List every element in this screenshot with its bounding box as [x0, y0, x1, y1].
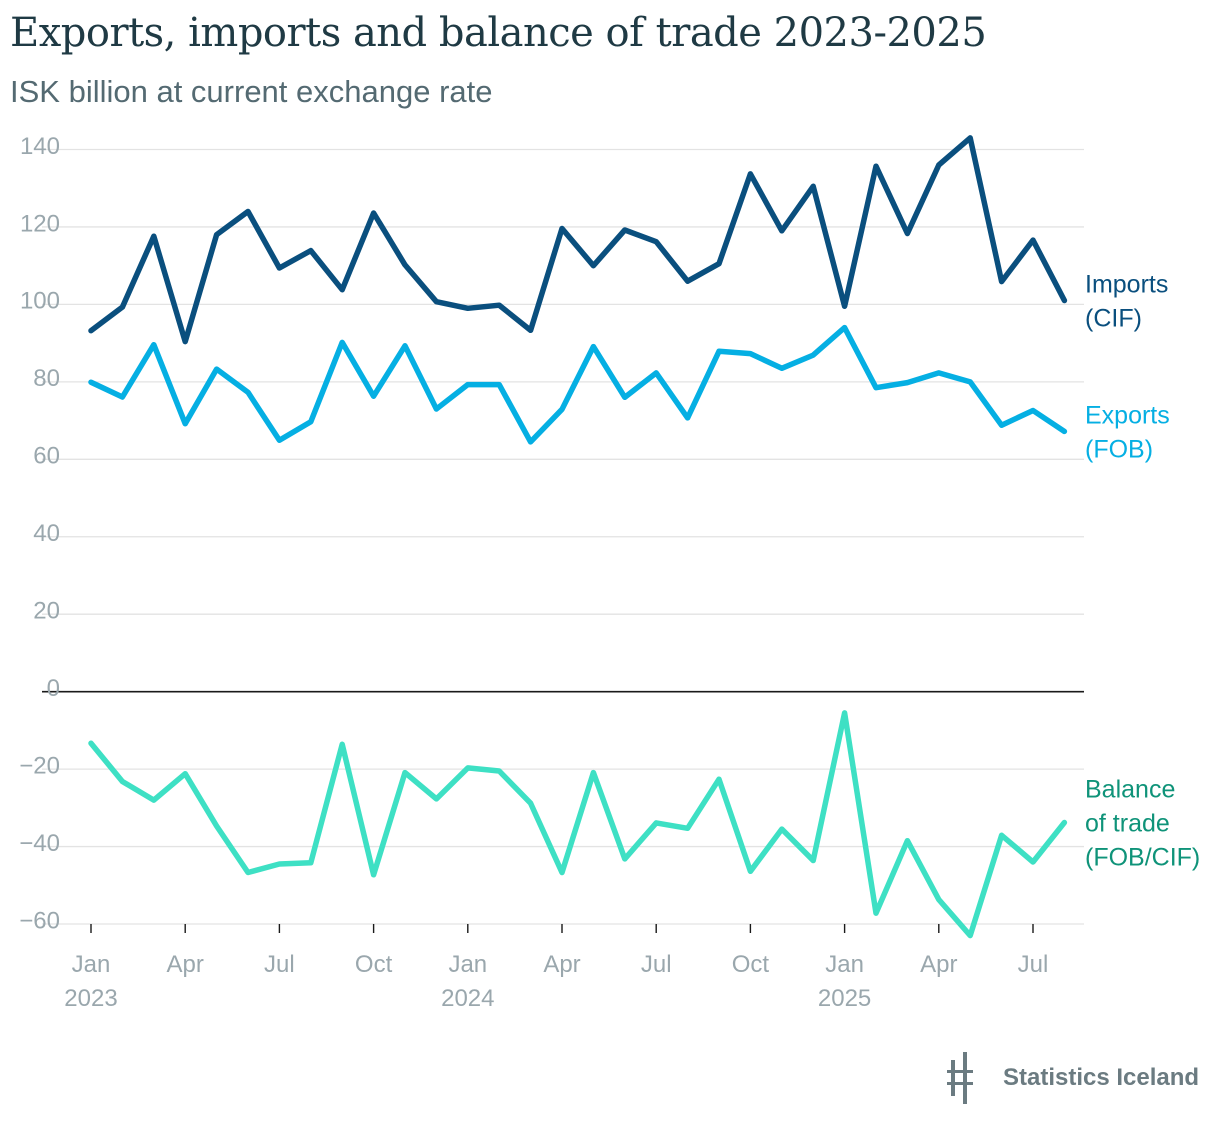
- x-tick-label: Jan: [448, 951, 487, 978]
- y-tick-label: 120: [20, 210, 60, 237]
- x-tick-label: Jan: [72, 951, 111, 978]
- y-tick-label: 20: [33, 598, 60, 625]
- grid-lines: [42, 148, 1084, 925]
- x-tick-year-label: 2024: [441, 985, 494, 1012]
- y-tick-label: −20: [19, 752, 60, 779]
- x-tick-label: Jan: [825, 951, 864, 978]
- series-label-imports-cif: Imports (CIF): [1085, 271, 1168, 333]
- statistics-iceland-logo-icon: [947, 1052, 973, 1104]
- x-tick-label: Jul: [1018, 951, 1049, 978]
- series-line-imports-cif: [88, 135, 1068, 345]
- series-label-exports-fob: Exports (FOB): [1085, 401, 1170, 463]
- series-labels: Imports (CIF) Exports (FOB) Balance of trade(…: [1085, 271, 1200, 872]
- y-tick-label: 0: [47, 675, 60, 702]
- statistics-iceland-logo-text: Statistics Iceland: [1003, 1064, 1200, 1091]
- y-tick-label: 100: [20, 288, 60, 315]
- y-tick-label: 60: [33, 443, 60, 470]
- x-tick-label: Oct: [355, 951, 393, 978]
- series-lines: [88, 135, 1068, 939]
- x-tick-label: Apr: [167, 951, 204, 978]
- y-tick-label: 40: [33, 520, 60, 547]
- x-tick-label: Jul: [264, 951, 295, 978]
- y-tick-label: −40: [19, 830, 60, 857]
- x-tick-year-label: 2023: [64, 985, 117, 1012]
- x-tick-label: Apr: [920, 951, 957, 978]
- chart-title: Exports, imports and balance of trade 20…: [10, 10, 987, 56]
- x-tick-label: Oct: [732, 951, 770, 978]
- series-label-balance-of-trade-fob-cif: Balance of trade (FOB/CIF): [1085, 776, 1200, 872]
- x-tick-label: Apr: [543, 951, 580, 978]
- x-tick-label: Jul: [641, 951, 672, 978]
- chart-subtitle: ISK billion at current exchange rate: [10, 74, 493, 109]
- y-tick-label: 140: [20, 133, 60, 160]
- x-tick-year-label: 2025: [818, 985, 871, 1012]
- y-axis-ticks: 140 120 100 80 60 40 20 0 −20 −40 −60: [19, 133, 60, 935]
- y-tick-label: 80: [33, 365, 60, 392]
- statistics-iceland-logo: Statistics Iceland: [945, 1052, 1199, 1104]
- series-line-balance-of-trade-fob-cif: [88, 710, 1068, 939]
- series-line-exports-fob: [88, 324, 1068, 445]
- y-tick-label: −60: [19, 907, 60, 934]
- x-axis-ticks: Jan 2023 Apr Jul Oct Jan 2024 Apr Jul Oct Jan 2025 A…: [64, 924, 1048, 1012]
